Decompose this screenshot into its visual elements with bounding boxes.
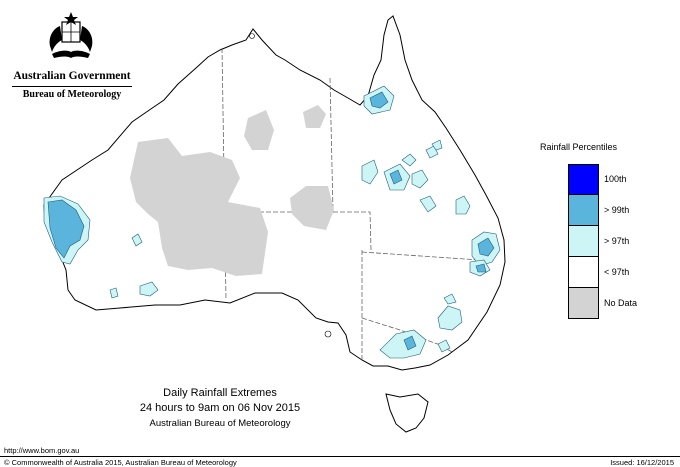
p99-cape-york (369, 91, 389, 109)
legend-item-above-99th: > 99th (540, 195, 650, 226)
p97-wa-inland (131, 233, 143, 247)
no-data-area-ne (303, 105, 326, 128)
no-data-area-north (244, 110, 274, 150)
p99-se-qld (477, 237, 495, 257)
p97-nsw-west (443, 293, 457, 305)
kangaroo-island (324, 330, 332, 338)
legend-swatch-above-97th (568, 226, 599, 257)
coat-of-arms-icon (49, 12, 93, 58)
legend-item-no-data: No Data (540, 288, 650, 319)
legend-label-100th: 100th (604, 174, 627, 184)
p97-wa-west (109, 287, 119, 299)
no-data-areas (130, 105, 334, 276)
website-url: http://www.bom.gov.au (4, 446, 80, 455)
legend: Rainfall Percentiles 100th > 99th > 97th… (540, 142, 650, 319)
copyright-notice: © Commonwealth of Australia 2015, Austra… (4, 458, 237, 467)
government-title: Australian Government (13, 70, 131, 82)
p97-qld-6 (431, 139, 443, 151)
p97-qld-4 (401, 153, 417, 167)
caption-period: 24 hours to 9am on 06 Nov 2015 (139, 402, 301, 414)
caption-title: Daily Rainfall Extremes (163, 387, 277, 399)
legend-item-below-97th: < 97th (540, 257, 650, 288)
legend-label-above-97th: > 97th (604, 236, 630, 246)
legend-swatch-above-99th (568, 195, 599, 226)
legend-label-no-data: No Data (604, 298, 638, 308)
caption-organisation: Australian Bureau of Meteorology (149, 418, 291, 429)
legend-swatch-no-data (568, 288, 599, 319)
sa-qld-border (333, 211, 372, 251)
legend-label-below-97th: < 97th (604, 267, 630, 277)
footer-divider (0, 456, 680, 457)
tasmania (385, 393, 429, 433)
p97-sa (139, 281, 159, 297)
no-data-area-central (130, 138, 268, 276)
islands (249, 33, 332, 338)
p97-qld-8 (455, 195, 471, 215)
p97-vic (379, 329, 427, 359)
p97-vic-east (437, 339, 451, 353)
p97-qld-3 (411, 169, 429, 189)
p99-qld (389, 169, 403, 185)
legend-item-100th: 100th (540, 164, 650, 195)
p99-wa-southwest (47, 199, 85, 259)
no-data-area-east (290, 186, 334, 230)
legend-title: Rainfall Percentiles (540, 142, 618, 152)
p97-qld-1 (361, 159, 379, 185)
legend-label-above-99th: > 99th (604, 205, 630, 215)
p99-nsw-north (475, 263, 487, 273)
bureau-title: Bureau of Meteorology (22, 89, 122, 100)
issued-date: Issued: 16/12/2015 (610, 458, 674, 467)
p97-qld-7 (419, 195, 437, 213)
nt-qld-border (329, 77, 334, 213)
p99-vic (403, 335, 417, 351)
legend-item-above-97th: > 97th (540, 226, 650, 257)
government-logo: Australian Government Bureau of Meteorol… (8, 10, 133, 100)
logo-divider (12, 86, 132, 87)
rainfall-above-99th-areas (47, 91, 495, 351)
qld-nsw-border (361, 251, 481, 261)
legend-swatch-100th (568, 164, 599, 195)
map-caption: Daily Rainfall Extremes 24 hours to 9am … (120, 386, 320, 431)
melville-island (249, 33, 255, 39)
legend-swatch-below-97th (568, 257, 599, 288)
p97-nsw-central (437, 305, 463, 331)
